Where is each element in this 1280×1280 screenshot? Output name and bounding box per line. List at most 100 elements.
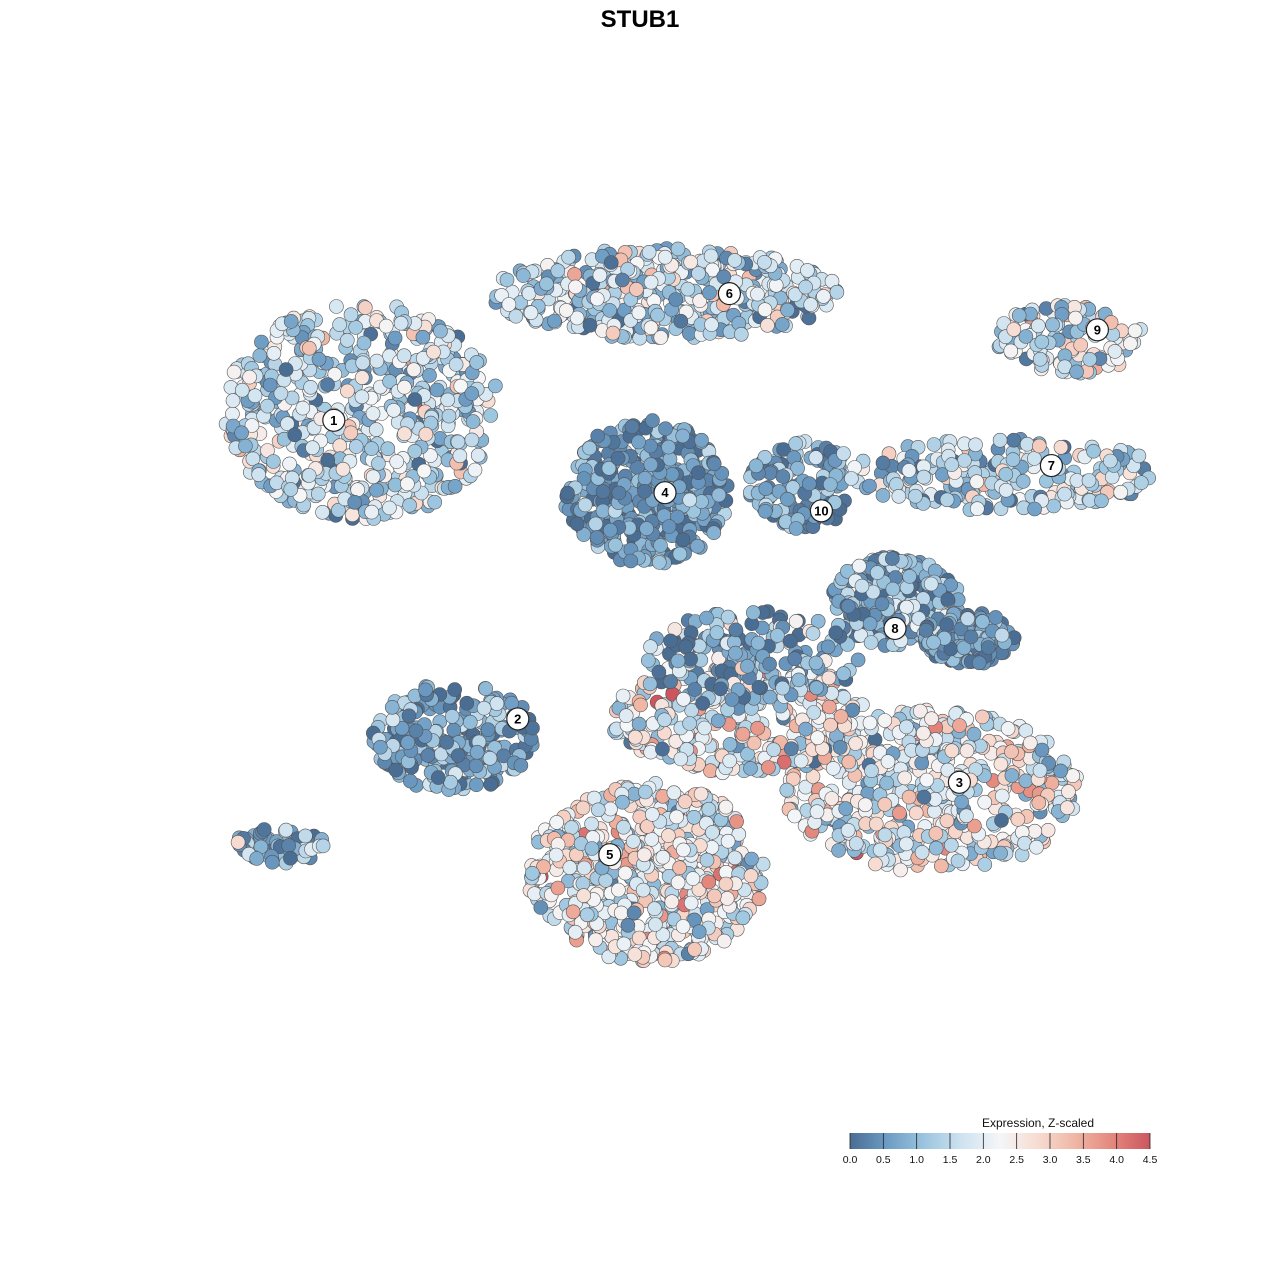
cell-point: [422, 368, 437, 383]
cell-point: [283, 482, 299, 497]
cell-point: [687, 942, 702, 957]
cell-point: [840, 598, 856, 614]
cell-point: [610, 450, 626, 466]
cell-point: [644, 807, 660, 822]
cell-point: [234, 382, 250, 398]
cell-point: [588, 516, 604, 532]
cell-point: [762, 656, 777, 672]
cell-point: [524, 865, 540, 881]
cell-point: [1006, 432, 1022, 448]
cell-point: [415, 329, 431, 345]
cell-point: [631, 434, 646, 450]
cell-point: [523, 305, 539, 321]
cell-point: [893, 862, 908, 878]
cell-point: [1073, 337, 1088, 353]
cell-point: [501, 297, 517, 312]
cluster-label-text: 4: [661, 485, 669, 500]
cell-point: [601, 460, 617, 476]
cell-point: [627, 729, 643, 745]
cell-point: [340, 383, 355, 399]
cell-point: [686, 809, 702, 825]
cell-point: [705, 825, 720, 840]
cell-point: [707, 888, 722, 904]
cell-point: [1031, 318, 1046, 334]
cell-point: [788, 436, 804, 451]
cell-point: [618, 708, 634, 724]
cell-point: [664, 467, 680, 482]
cell-point: [1018, 329, 1034, 344]
cell-point: [605, 325, 621, 341]
cell-point: [1127, 323, 1143, 339]
cell-point: [393, 315, 409, 331]
cell-point: [940, 592, 956, 607]
cell-point: [672, 546, 688, 562]
cell-point: [891, 488, 907, 504]
cell-point: [993, 845, 1008, 861]
cell-point: [874, 596, 890, 612]
cell-point: [234, 425, 249, 441]
cell-point: [1032, 438, 1047, 454]
cell-point: [816, 289, 831, 304]
cell-point: [676, 842, 691, 858]
cell-point: [262, 377, 278, 393]
cell-point: [357, 300, 373, 316]
cell-point: [666, 785, 682, 801]
cluster-label-text: 2: [514, 711, 521, 726]
cell-point: [800, 263, 815, 278]
cell-point: [1069, 364, 1084, 380]
cell-point: [793, 753, 809, 769]
cell-point: [635, 882, 651, 898]
cell-point: [783, 741, 799, 757]
cell-point: [691, 924, 707, 940]
cell-point: [808, 655, 824, 671]
cell-point: [371, 456, 386, 471]
cell-point: [869, 565, 885, 580]
cell-point: [260, 398, 275, 414]
cell-point: [283, 314, 299, 329]
cell-point: [713, 681, 728, 697]
cell-point: [775, 469, 791, 484]
cell-point: [589, 530, 605, 545]
cell-point: [247, 388, 263, 404]
cell-point: [1004, 768, 1020, 783]
cell-point: [923, 576, 939, 592]
cell-point: [710, 713, 726, 729]
cell-point: [561, 249, 576, 265]
cell-point: [348, 439, 364, 454]
cell-point: [806, 705, 822, 720]
legend-tick-label: 2.0: [976, 1154, 991, 1166]
cell-point: [547, 313, 562, 329]
cell-point: [992, 432, 1008, 448]
chart-title: STUB1: [601, 6, 680, 33]
cell-point: [1005, 452, 1021, 467]
cell-point: [433, 323, 448, 339]
cell-point: [332, 438, 348, 454]
cell-point: [1081, 473, 1097, 488]
cell-point: [444, 709, 460, 724]
cell-point: [678, 639, 694, 655]
cell-point: [617, 865, 633, 881]
cell-point: [567, 924, 583, 940]
cell-point: [356, 335, 372, 351]
cell-point: [1068, 310, 1083, 326]
cell-point: [701, 874, 717, 890]
cell-point: [645, 413, 660, 428]
cell-point: [584, 816, 599, 832]
cell-point: [295, 400, 311, 416]
cell-point: [639, 521, 654, 536]
cell-point: [625, 834, 641, 849]
cell-point: [969, 474, 985, 490]
cell-point: [1053, 763, 1068, 779]
cell-point: [838, 801, 854, 816]
cell-point: [908, 488, 923, 504]
cell-point: [320, 452, 336, 468]
cell-point: [527, 886, 542, 902]
cell-point: [588, 932, 604, 948]
cell-point: [670, 653, 686, 669]
cell-point: [791, 672, 807, 688]
cell-point: [637, 470, 653, 486]
cell-point: [975, 614, 990, 629]
cell-point: [809, 804, 825, 820]
cell-point: [298, 828, 313, 844]
